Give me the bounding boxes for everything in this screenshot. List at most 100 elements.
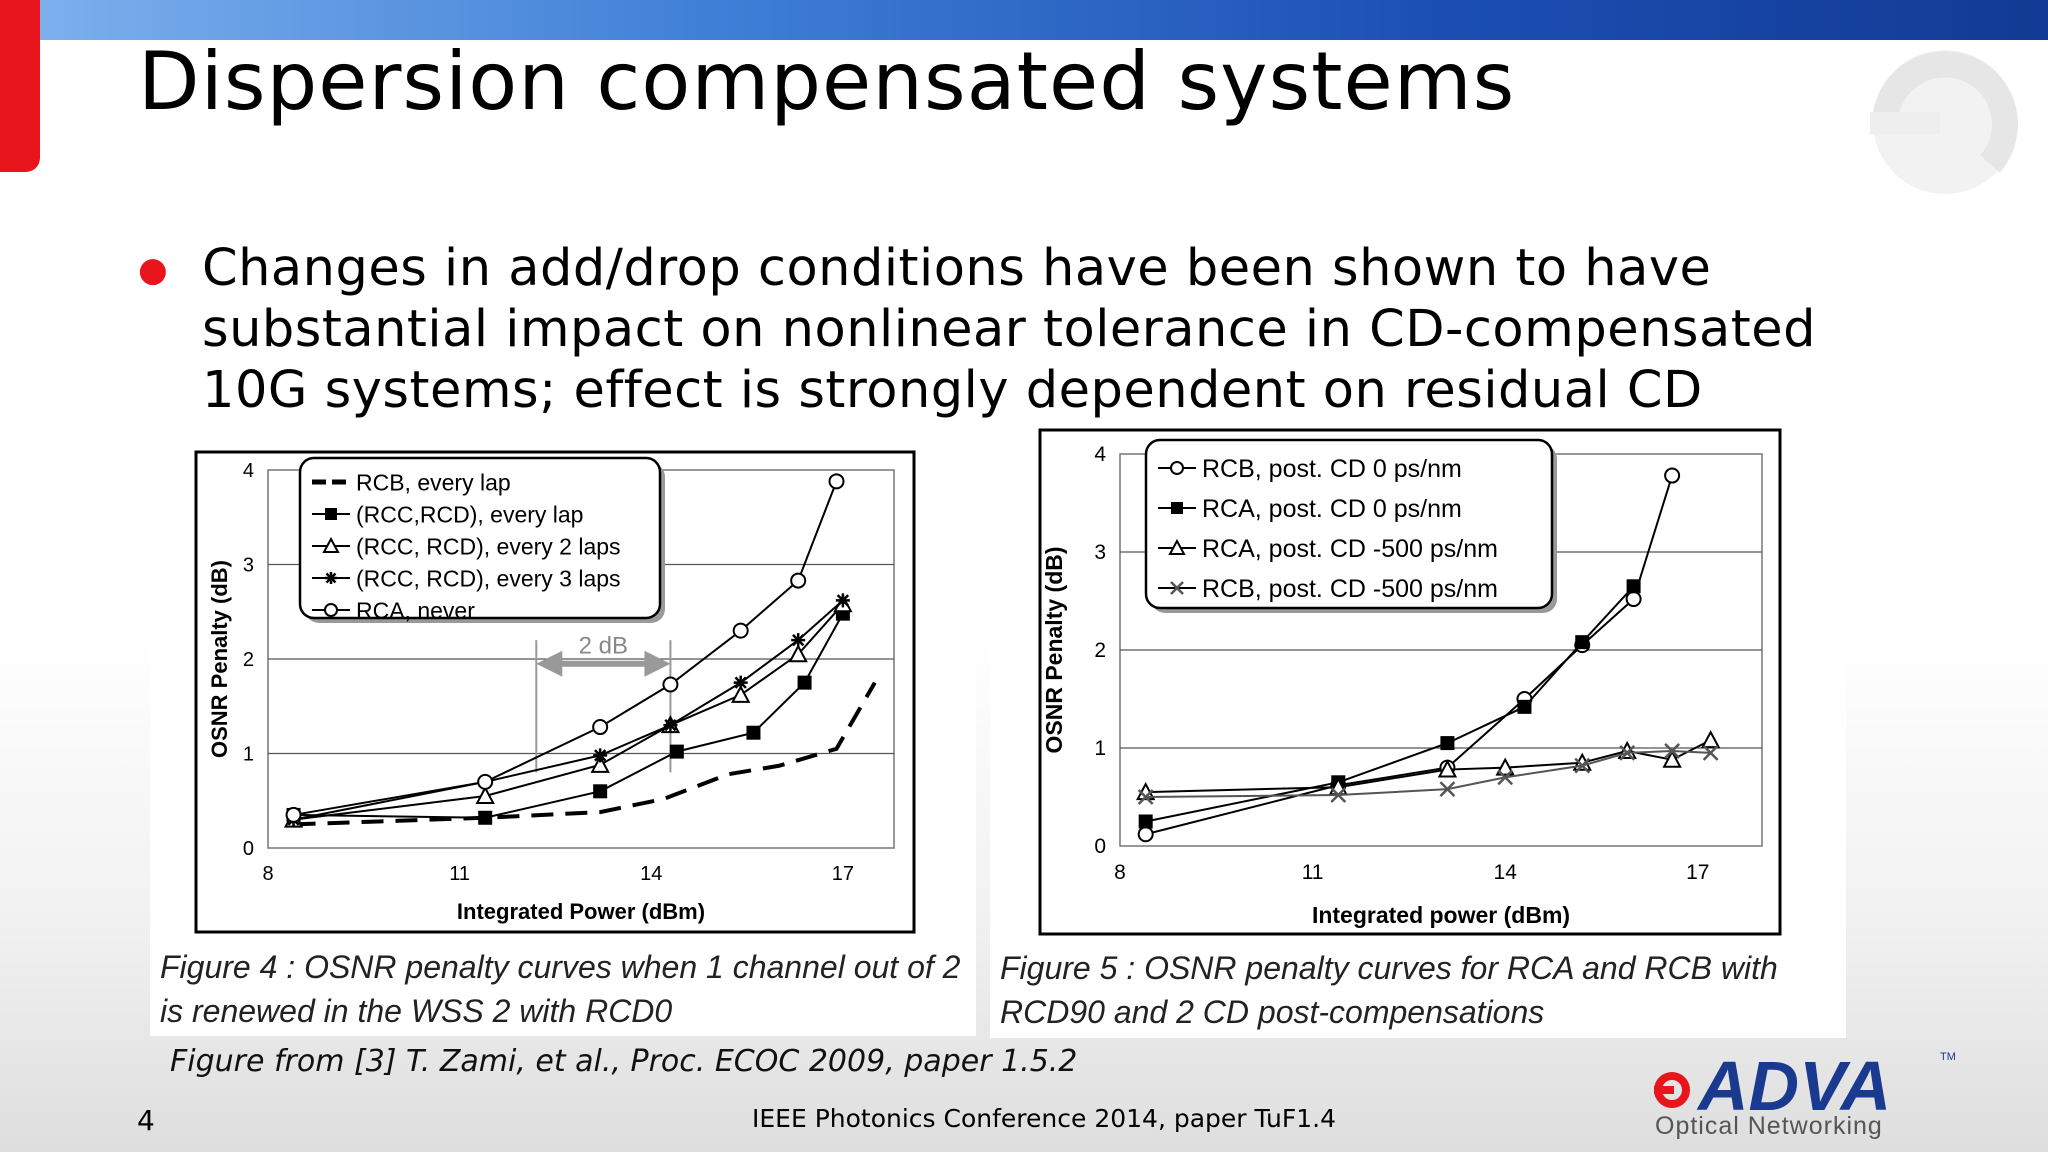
data-point (1664, 743, 1681, 759)
y-axis-label: OSNR Penalty (dB) (207, 560, 232, 758)
legend-label: (RCC, RCD), every 2 laps (356, 533, 621, 559)
y-tick-label: 1 (243, 744, 254, 766)
series-line (1145, 749, 1711, 798)
bullet-text: Changes in add/drop conditions have been… (202, 239, 1816, 420)
y-tick-label: 2 (243, 649, 254, 671)
data-point (791, 633, 806, 648)
logo-wordmark: ADVA (1696, 1047, 1891, 1125)
data-point (1330, 787, 1347, 803)
series-5 (285, 473, 845, 823)
legend-label: RCA, never (356, 597, 475, 623)
data-point (1575, 635, 1590, 650)
data-point (835, 593, 850, 608)
data-point (1664, 467, 1681, 484)
legend-marker (325, 572, 337, 584)
data-point (733, 675, 748, 690)
adva-watermark-icon (1870, 50, 2018, 194)
data-point (478, 810, 493, 825)
data-point (797, 675, 812, 690)
data-point (592, 719, 609, 736)
figure4-panel: 0 1 2 3 4 8 11 14 17 Integrated Power (dBm) OSNR P… (150, 440, 976, 1036)
x-tick-label: 8 (1114, 861, 1126, 884)
series-line (1145, 739, 1712, 794)
data-point (790, 572, 807, 589)
data-point (475, 785, 495, 805)
logo-tagline: Optical Networking (1655, 1112, 1883, 1140)
series-line (293, 681, 877, 827)
data-point (732, 622, 749, 639)
x-axis-label: Integrated Power (dBm) (457, 899, 705, 924)
legend-label: RCA, post. CD -500 ps/nm (1202, 535, 1498, 563)
y-tick-label: 0 (243, 838, 254, 860)
x-tick-label: 11 (449, 863, 470, 885)
figure4-chart: 0 1 2 3 4 8 11 14 17 Integrated Power (dBm) OSNR P… (194, 450, 916, 934)
data-point (593, 784, 608, 799)
footer-text: IEEE Photonics Conference 2014, paper Tu… (752, 1104, 1336, 1133)
data-point (1517, 699, 1532, 714)
data-point (1437, 759, 1458, 778)
data-point (1138, 814, 1153, 829)
legend-marker (1171, 502, 1183, 514)
x-tick-label: 11 (1302, 861, 1324, 884)
data-point (1574, 757, 1591, 774)
y-tick-label: 3 (1094, 541, 1106, 564)
y-tick-label: 1 (1094, 737, 1106, 760)
data-point (1625, 591, 1642, 608)
legend-marker (324, 603, 338, 617)
x-tick-label: 17 (832, 863, 854, 885)
y-tick-label: 4 (243, 460, 254, 482)
data-point (788, 644, 808, 663)
data-point (1137, 826, 1154, 843)
x-axis-label: Integrated power (dBm) (1312, 902, 1570, 928)
figure5-chart: 0 1 2 3 4 8 11 14 17 Integrated power (dBm) OSNR P… (1038, 428, 1782, 936)
legend-box (1144, 438, 1554, 610)
figure-source: Figure from [3] T. Zami, et al., Proc. E… (170, 1044, 1078, 1079)
slide-number: 4 (137, 1104, 155, 1137)
data-point (1440, 736, 1455, 751)
top-blue-bar (0, 0, 2048, 40)
annotation-arrowhead (644, 650, 671, 677)
annotation-arrowhead (536, 650, 563, 677)
data-point (1700, 730, 1721, 749)
slide-title: Dispersion compensated systems (138, 35, 1516, 128)
data-point (285, 806, 302, 823)
figure5-panel: 0 1 2 3 4 8 11 14 17 Integrated power (dBm) OSNR P… (990, 428, 1846, 1038)
legend-marker (322, 536, 340, 553)
annotation-label: 2 dB (579, 633, 628, 660)
data-point (1497, 769, 1514, 786)
data-point (746, 725, 761, 740)
data-point (1137, 789, 1154, 805)
data-point (662, 676, 679, 693)
data-point (731, 684, 751, 703)
bullet-marker: ● (138, 250, 168, 290)
legend-label: (RCC, RCD), every 3 laps (356, 565, 621, 591)
logo-trademark: TM (1940, 1051, 1956, 1063)
legend-label: RCB, post. CD 0 ps/nm (1202, 455, 1462, 483)
legend-label: RCB, every lap (356, 469, 511, 495)
figure5-caption: Figure 5 : OSNR penalty curves for RCA a… (1000, 950, 1778, 1030)
legend-label: RCB, post. CD -500 ps/nm (1202, 575, 1498, 603)
legend-marker (325, 508, 337, 520)
data-point (1619, 745, 1636, 761)
data-point (1439, 781, 1456, 798)
data-point (1662, 749, 1682, 768)
data-point (828, 473, 845, 490)
y-tick-label: 0 (1094, 835, 1106, 858)
data-point (1495, 757, 1515, 776)
legend-marker (1170, 581, 1184, 595)
adva-logo: ADVA TM (1654, 1047, 1956, 1125)
legend-label: RCA, post. CD 0 ps/nm (1202, 495, 1462, 523)
data-point (669, 744, 684, 759)
data-point (477, 773, 494, 790)
data-point (1702, 745, 1719, 761)
series-4 (1137, 743, 1719, 805)
x-tick-label: 14 (1494, 861, 1518, 884)
red-accent-tab (0, 0, 40, 172)
x-tick-label: 17 (1686, 861, 1709, 884)
x-tick-label: 8 (262, 863, 273, 885)
data-point (663, 718, 678, 733)
figure4-caption: Figure 4 : OSNR penalty curves when 1 ch… (160, 949, 961, 1029)
data-point (1626, 579, 1641, 594)
legend-box (298, 456, 662, 620)
y-axis-label: OSNR Penalty (dB) (1041, 546, 1067, 753)
